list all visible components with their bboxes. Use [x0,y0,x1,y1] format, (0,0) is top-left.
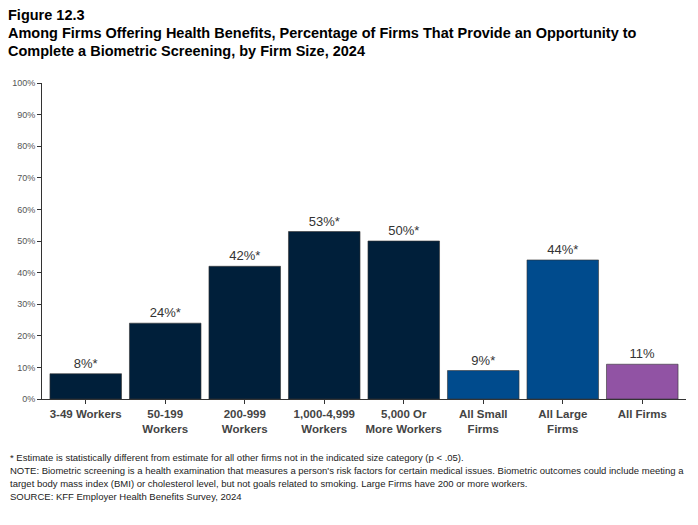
svg-text:All Firms: All Firms [618,408,667,420]
svg-text:42%*: 42%* [229,248,260,263]
svg-text:8%*: 8%* [74,356,98,371]
svg-text:9%*: 9%* [471,353,495,368]
svg-text:80%: 80% [17,141,35,151]
html-text:SOURCE: KFF Employer Health Be: SOURCE: KFF Employer Health Benefits Sur… [10,491,242,502]
svg-text:60%: 60% [17,205,35,215]
svg-text:All LargeFirms: All LargeFirms [538,408,587,435]
svg-text:50%*: 50%* [388,223,419,238]
svg-text:50-199Workers: 50-199Workers [142,408,188,435]
svg-text:11%: 11% [630,346,655,361]
svg-text:5,000 OrMore Workers: 5,000 OrMore Workers [366,408,442,435]
html-text:Among Firms Offering Health Be: Among Firms Offering Health Benefits, Pe… [8,25,637,59]
svg-text:20%: 20% [17,331,35,341]
svg-text:1,000-4,999Workers: 1,000-4,999Workers [294,408,355,435]
svg-text:40%: 40% [17,268,35,278]
svg-text:3-49 Workers: 3-49 Workers [50,408,122,420]
svg-text:30%: 30% [17,299,35,309]
svg-text:10%: 10% [17,363,35,373]
svg-text:44%*: 44%* [547,242,578,257]
svg-text:50%: 50% [17,236,35,246]
svg-text:70%: 70% [17,173,35,183]
html-text:Figure 12.3: Figure 12.3 [8,7,85,23]
svg-text:0%: 0% [22,394,35,404]
svg-text:200-999Workers: 200-999Workers [222,408,268,435]
svg-text:All SmallFirms: All SmallFirms [459,408,508,435]
html-text:* Estimate is statistically di: * Estimate is statistically different fr… [10,452,464,463]
svg-text:53%*: 53%* [309,214,340,229]
svg-text:90%: 90% [17,110,35,120]
html-text:NOTE: Biometric screening is a: NOTE: Biometric screening is a health ex… [10,465,684,489]
svg-text:100%: 100% [12,78,35,88]
svg-text:24%*: 24%* [150,305,181,320]
